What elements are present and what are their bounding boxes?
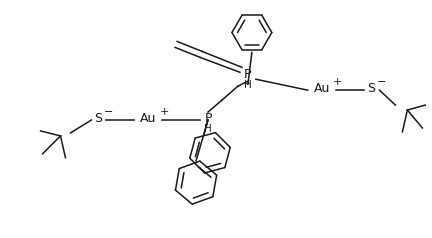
Text: −: − <box>104 107 113 117</box>
Text: P: P <box>244 68 252 81</box>
Text: +: + <box>159 107 169 117</box>
Text: Au: Au <box>314 82 330 95</box>
Text: −: − <box>377 77 386 87</box>
Text: S: S <box>94 112 102 124</box>
Text: +: + <box>333 77 342 87</box>
Text: S: S <box>368 82 375 95</box>
Text: H: H <box>204 124 212 134</box>
Text: P: P <box>204 112 212 124</box>
Text: Au: Au <box>140 112 156 124</box>
Text: H: H <box>244 80 252 90</box>
